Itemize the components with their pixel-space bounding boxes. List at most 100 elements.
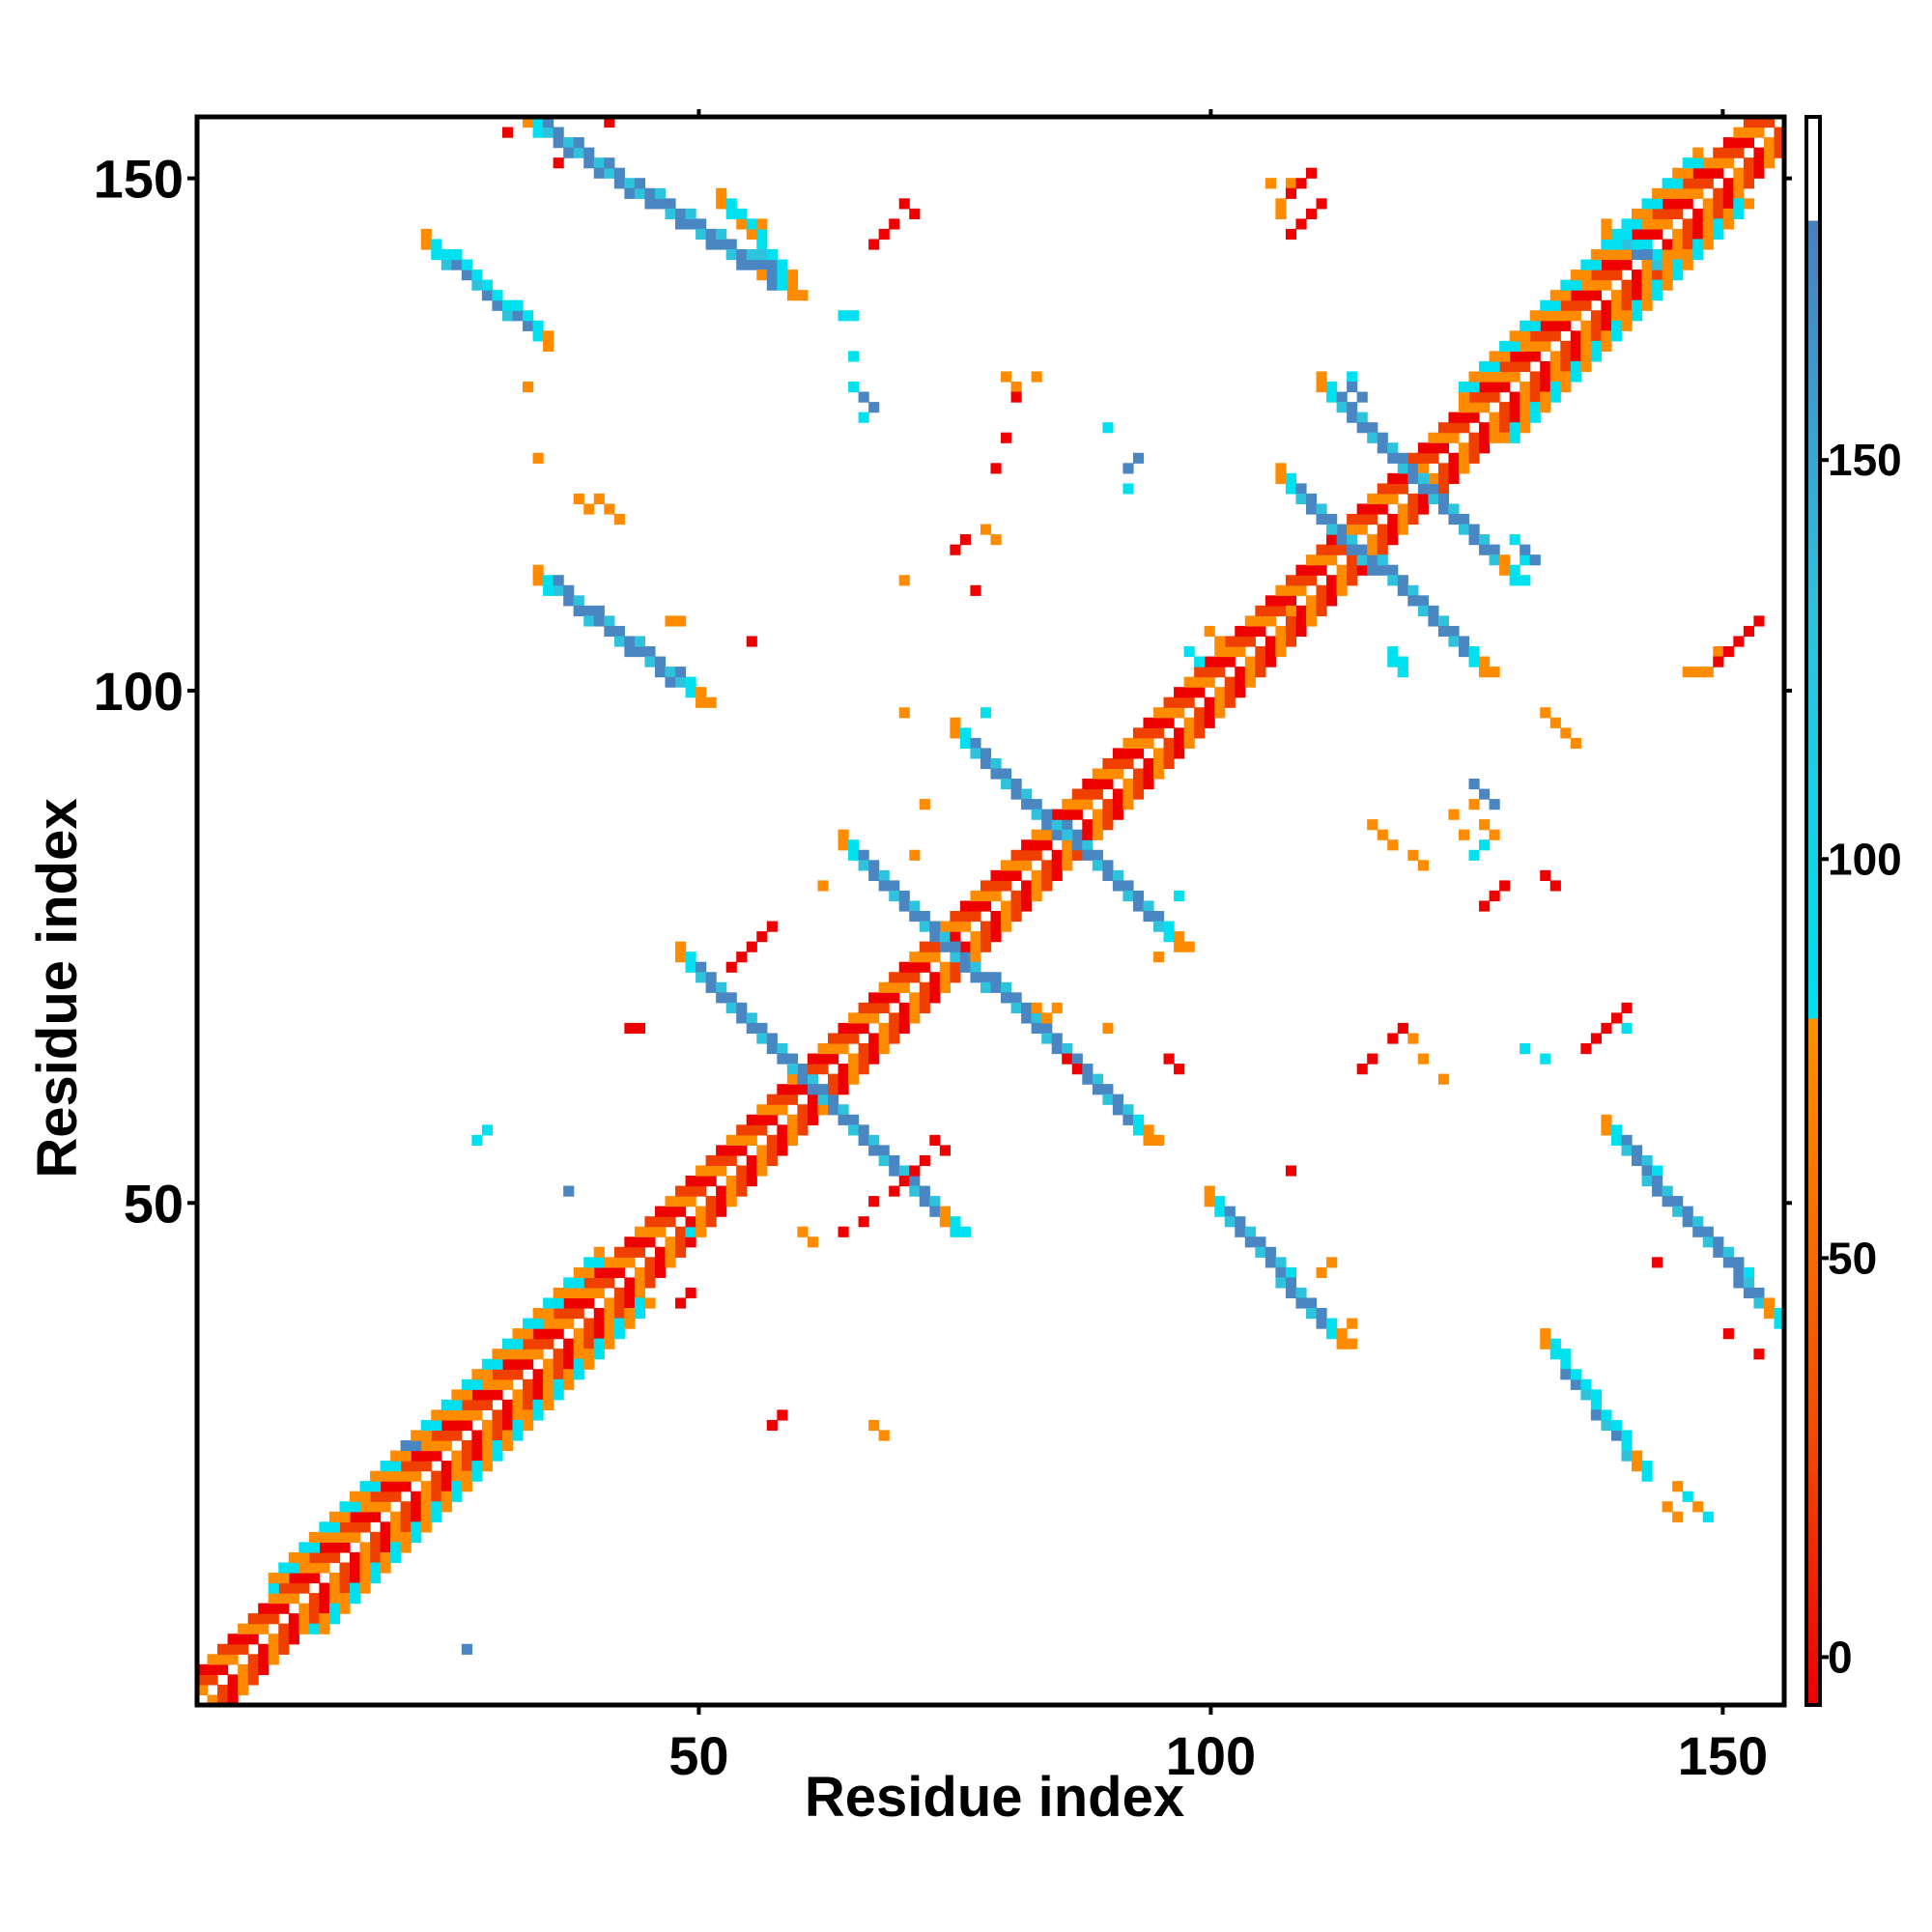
heatmap-cell: [390, 1470, 402, 1482]
heatmap-cell: [1702, 239, 1714, 250]
heatmap-cell: [909, 849, 921, 861]
heatmap-cell: [838, 829, 849, 840]
heatmap-cell: [939, 1206, 951, 1217]
heatmap-cell: [543, 330, 554, 342]
heatmap-cell: [1509, 432, 1520, 443]
heatmap-cell: [1743, 127, 1754, 138]
heatmap-cell: [593, 1349, 605, 1360]
heatmap-cell: [909, 1185, 921, 1197]
heatmap-cell: [1326, 1257, 1338, 1268]
heatmap-cell: [420, 1430, 432, 1441]
heatmap-cell: [1092, 1084, 1103, 1095]
heatmap-cell: [898, 1002, 910, 1013]
heatmap-cell: [1305, 167, 1318, 179]
heatmap-cell: [604, 167, 615, 179]
heatmap-cell: [298, 1542, 310, 1553]
heatmap-cell: [1174, 696, 1185, 708]
heatmap-cell: [1549, 1338, 1561, 1350]
heatmap-cell: [1214, 646, 1226, 658]
heatmap-cell: [1468, 412, 1480, 423]
heatmap-cell: [1520, 402, 1531, 413]
heatmap-cell: [980, 972, 992, 983]
heatmap-cell: [950, 1226, 961, 1237]
heatmap-cell: [1753, 147, 1765, 158]
heatmap-cell: [1387, 656, 1399, 668]
heatmap-cell: [1347, 1338, 1358, 1350]
heatmap-cell: [634, 187, 646, 199]
heatmap-cell: [675, 676, 687, 688]
heatmap-cell: [665, 1246, 676, 1258]
heatmap-cell: [1722, 187, 1734, 199]
heatmap-cell: [665, 667, 676, 678]
heatmap-cell: [613, 1308, 625, 1320]
heatmap-cell: [807, 1236, 819, 1248]
heatmap-cell: [1071, 809, 1083, 820]
heatmap-cell: [390, 1461, 402, 1472]
heatmap-cell: [461, 1450, 472, 1462]
heatmap-cell: [583, 1277, 595, 1289]
heatmap-cell: [593, 605, 605, 616]
heatmap-cell: [1295, 1297, 1307, 1309]
heatmap-cell: [756, 259, 768, 270]
heatmap-cell: [583, 1338, 595, 1350]
heatmap-cell: [909, 992, 921, 1004]
heatmap-cell: [868, 1134, 880, 1146]
heatmap-cell: [1662, 1185, 1673, 1197]
heatmap-cell: [1448, 809, 1460, 820]
heatmap-cell: [1305, 1308, 1318, 1320]
heatmap-cell: [390, 1542, 402, 1553]
heatmap-cell: [1499, 564, 1511, 576]
heatmap-cell: [1641, 1165, 1653, 1177]
y-tick-label: 100: [94, 661, 184, 722]
heatmap-cell: [797, 1114, 809, 1125]
heatmap-cell: [1377, 524, 1388, 535]
heatmap-cell: [573, 605, 584, 616]
heatmap-cell: [746, 1022, 757, 1035]
heatmap-cell: [725, 239, 737, 250]
heatmap-cell: [1753, 1297, 1765, 1309]
heatmap-cell: [868, 239, 880, 250]
heatmap-cell: [1590, 320, 1603, 331]
heatmap-cell: [1010, 391, 1022, 403]
heatmap-cell: [1520, 382, 1531, 393]
heatmap-cell: [868, 1043, 880, 1055]
heatmap-cell: [858, 1064, 869, 1075]
heatmap-cell: [370, 1481, 382, 1492]
heatmap-cell: [848, 839, 860, 851]
heatmap-cell: [1132, 1114, 1145, 1125]
heatmap-cell: [878, 1430, 890, 1441]
heatmap-cell: [1682, 187, 1693, 199]
heatmap-cell: [1468, 849, 1480, 861]
heatmap-cell: [1356, 1064, 1368, 1075]
heatmap-cell: [1214, 707, 1226, 719]
heatmap-cell: [1499, 340, 1511, 352]
heatmap-cell: [197, 1663, 209, 1675]
heatmap-cell: [573, 1277, 584, 1289]
heatmap-cell: [1367, 514, 1378, 526]
heatmap-cell: [786, 290, 798, 301]
heatmap-cell: [532, 1399, 544, 1410]
heatmap-cell: [1367, 819, 1378, 831]
heatmap-cell: [593, 1257, 605, 1268]
heatmap-cell: [1305, 564, 1318, 576]
heatmap-cell: [1001, 869, 1012, 881]
heatmap-cell: [1305, 503, 1318, 515]
colorbar-tick-label: 0: [1828, 1632, 1853, 1682]
heatmap-cell: [1763, 137, 1776, 149]
heatmap-cell: [217, 1684, 229, 1696]
heatmap-cell: [1468, 799, 1480, 810]
heatmap-cell: [298, 1562, 310, 1574]
heatmap-cell: [451, 1430, 463, 1441]
heatmap-cell: [1255, 615, 1266, 627]
heatmap-cell: [532, 1409, 544, 1421]
heatmap-cell: [501, 1349, 514, 1360]
heatmap-cell: [238, 1674, 249, 1686]
heatmap-cell: [390, 1491, 402, 1502]
heatmap-cell: [380, 1542, 391, 1553]
heatmap-cell: [1051, 869, 1063, 881]
heatmap-cell: [959, 941, 972, 952]
heatmap-cell: [1713, 218, 1724, 230]
heatmap-cell: [675, 941, 687, 952]
heatmap-cell: [1244, 676, 1256, 688]
heatmap-cell: [1326, 1318, 1338, 1329]
